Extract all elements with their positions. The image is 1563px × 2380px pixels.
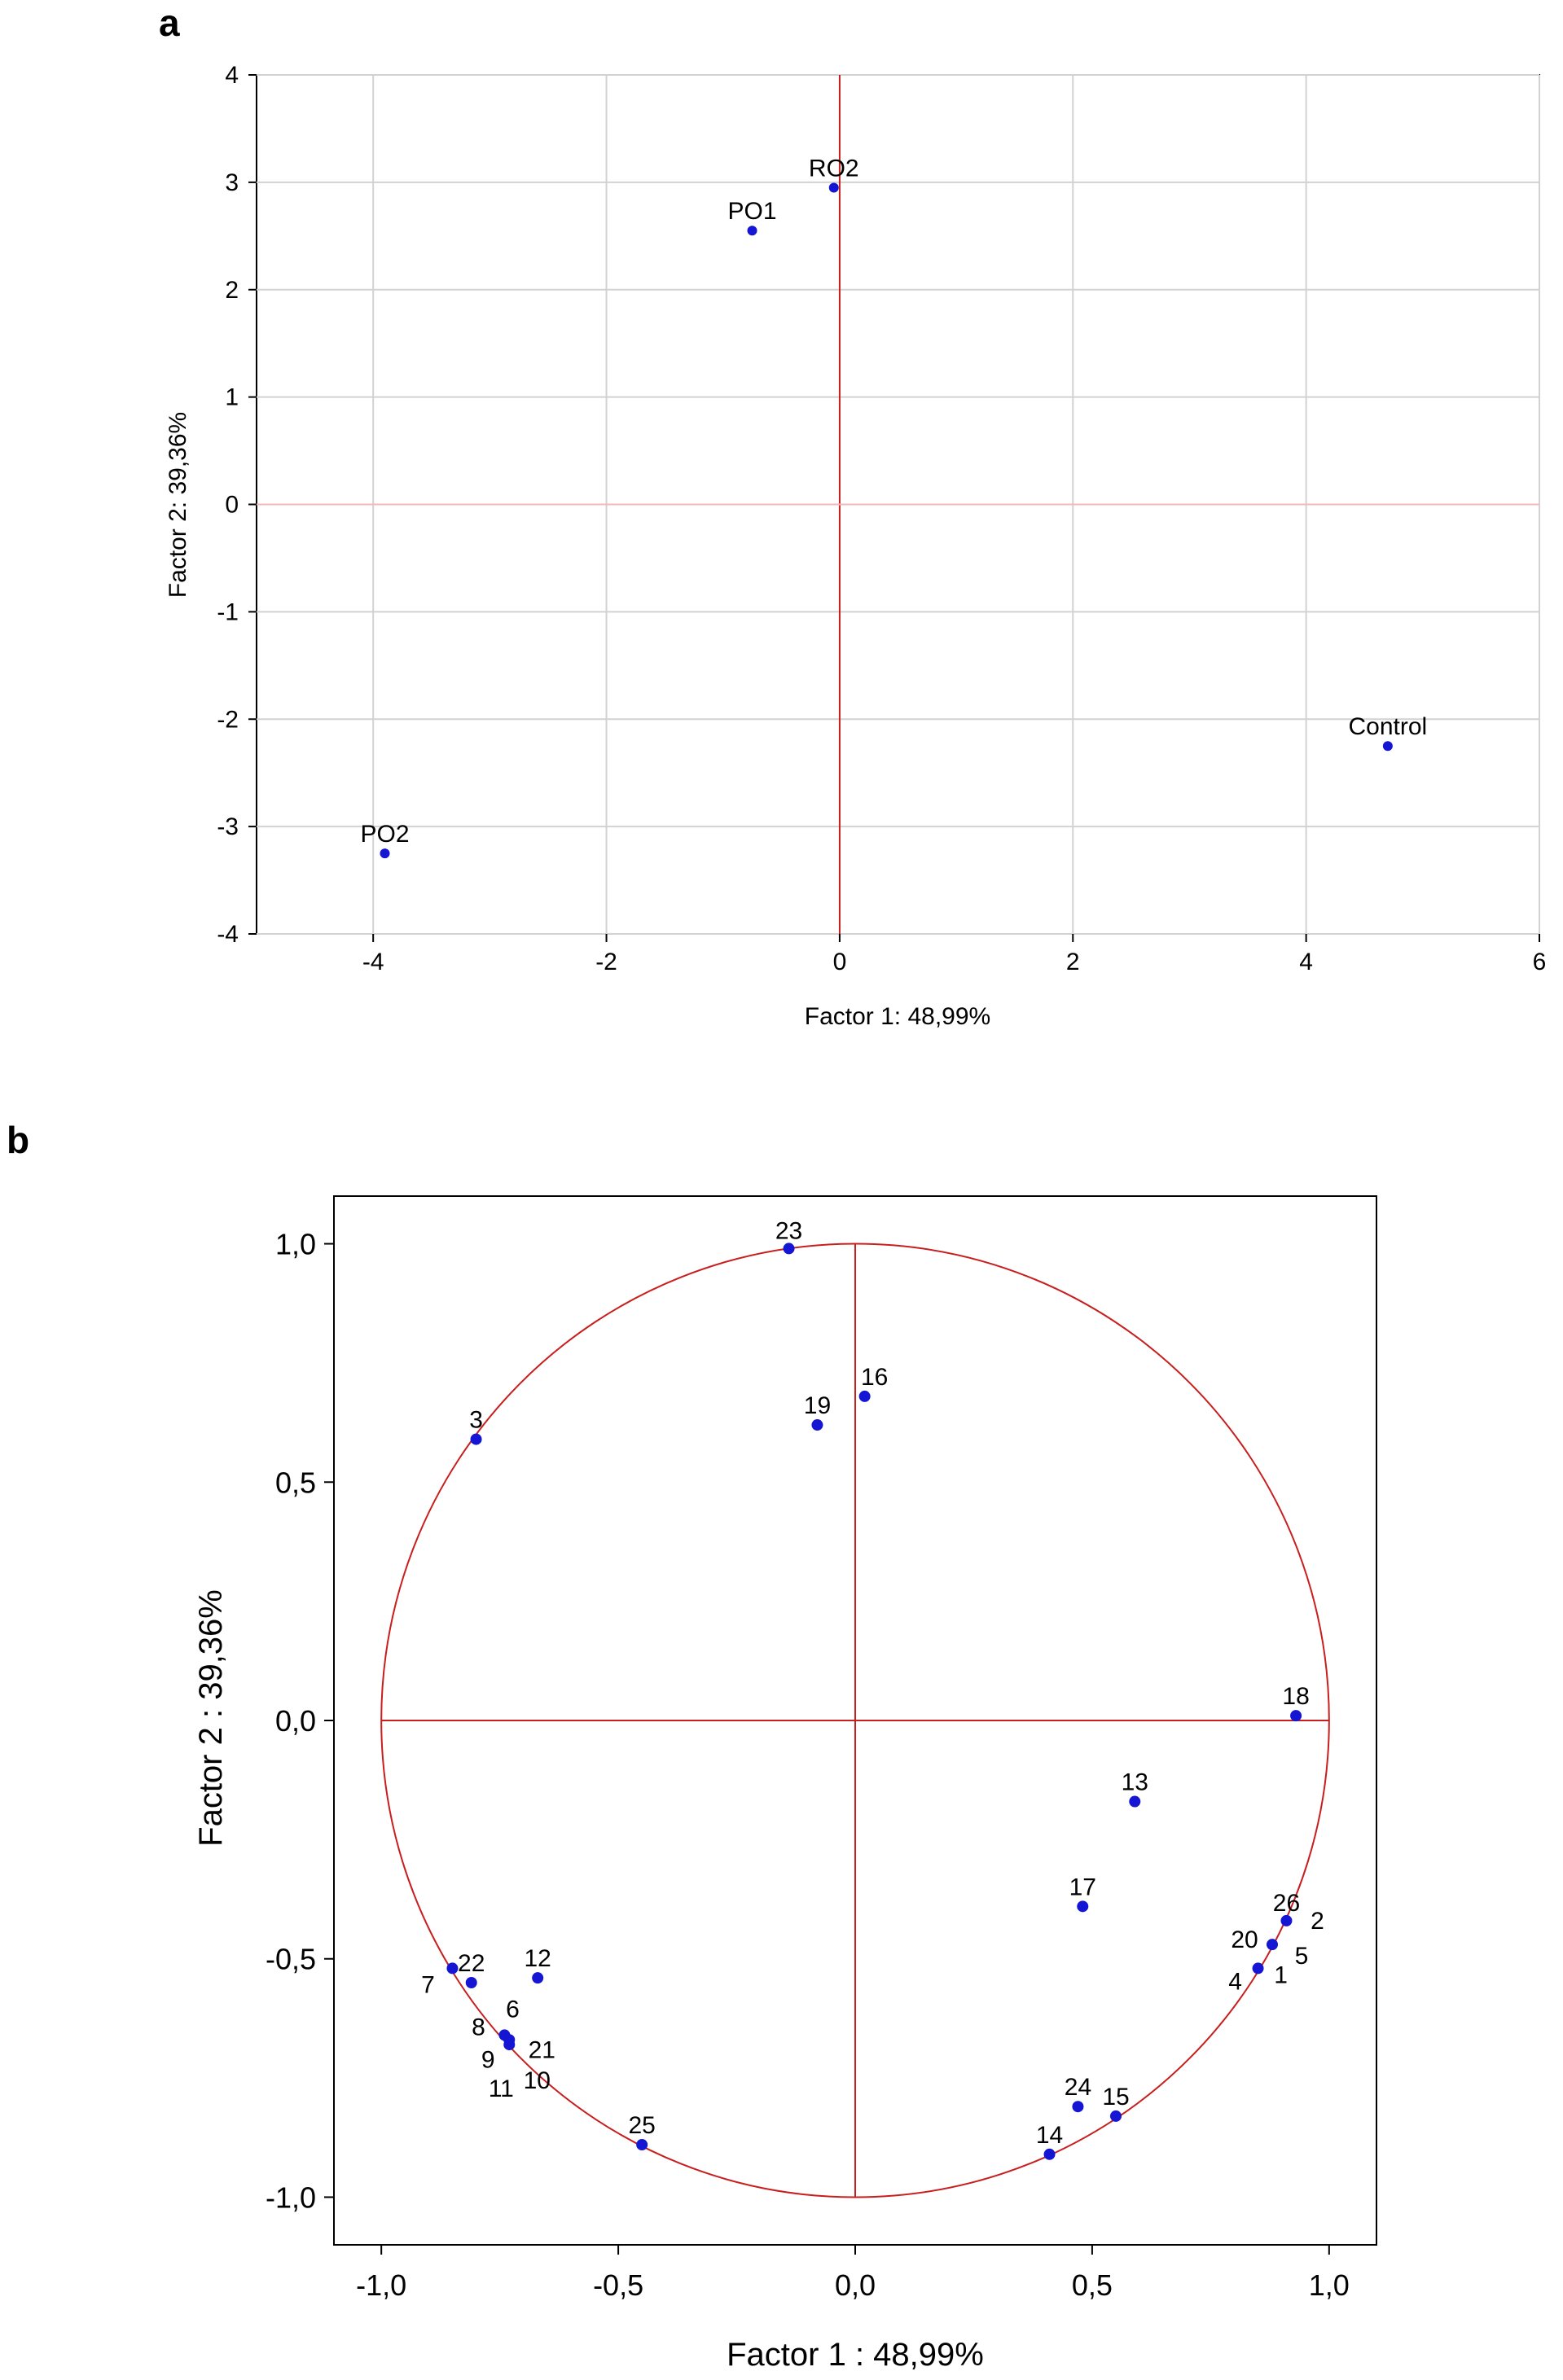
panel-b-letter: b [7, 1119, 29, 1161]
plot-a-ticks: -4 -2 0 2 4 6 -4 -3 -2 -1 0 1 2 3 4 [217, 62, 1546, 975]
plot-a-points: RO2 PO1 Control PO2 [360, 155, 1428, 859]
plot-b-x-tick-label: -1,0 [356, 2268, 406, 2302]
plot-b-point [470, 1433, 482, 1445]
plot-a-point [747, 226, 757, 236]
plot-b-point-label: 26 [1273, 1890, 1300, 1917]
plot-b-point-label: 20 [1231, 1926, 1258, 1953]
plot-a-point-label: Control [1349, 713, 1428, 740]
plot-a-x-tick-label: 4 [1299, 949, 1313, 975]
plot-b-point-label: 3 [469, 1407, 483, 1434]
plot-a-y-axis-title: Factor 2: 39,36% [165, 412, 191, 598]
plot-b-point [446, 1962, 459, 1975]
plot-b-point [1077, 1900, 1089, 1913]
plot-b-y-tick-label: 0,0 [275, 1704, 316, 1738]
plot-a-point [380, 848, 390, 859]
plot-a-point-label: PO2 [360, 821, 409, 848]
plot-b-point-label: 18 [1282, 1683, 1309, 1710]
plot-a-x-tick-label: 0 [833, 949, 847, 975]
plot-b-point [1110, 2110, 1122, 2122]
plot-b-point-label: 5 [1295, 1943, 1309, 1970]
plot-b-point-label: 1 [1274, 1961, 1288, 1988]
plot-a-y-tick-label: -1 [217, 598, 239, 625]
plot-b-point-label: 24 [1065, 2074, 1091, 2101]
plot-b-ticks: -1,0 -0,5 0,0 0,5 1,0 -1,0 -0,5 0,0 0,5 1,0 [266, 1228, 1350, 2302]
plot-b-x-tick-label: 1,0 [1309, 2268, 1350, 2302]
plot-b-point-label: 13 [1122, 1769, 1148, 1796]
plot-a-zero-lines [257, 75, 1539, 934]
plot-b-x-axis-title: Factor 1 : 48,99% [727, 2337, 984, 2373]
plot-b-x-tick-label: 0,0 [835, 2268, 876, 2302]
plot-a-x-tick-label: 6 [1533, 949, 1547, 975]
plot-a-y-tick-label: -2 [217, 706, 239, 733]
plot-a-y-tick-label: 2 [225, 277, 239, 304]
plot-b-point-label: 16 [861, 1364, 888, 1391]
plot-a-y-tick-label: 1 [225, 384, 239, 411]
plot-b-y-tick-label: 0,5 [275, 1466, 316, 1499]
plot-b-point [858, 1390, 871, 1402]
plot-b-y-tick-label: -1,0 [266, 2181, 316, 2214]
plot-a-y-tick-label: -3 [217, 813, 239, 840]
plot-b-point [1290, 1710, 1302, 1722]
plot-b-point-label: 11 [489, 2075, 514, 2102]
plot-b-point-label: 4 [1228, 1968, 1242, 1995]
plot-b-point-label: 2 [1311, 1908, 1324, 1935]
plot-b-point [1129, 1795, 1141, 1808]
plot-b-point-label: 9 [481, 2046, 495, 2073]
plot-a-point [828, 182, 839, 193]
scatter-plot-a: -4 -2 0 2 4 6 -4 -3 -2 -1 0 1 2 3 4 RO2 PO1 Control PO2 F… [165, 62, 1546, 1030]
plot-b-point-label: 19 [804, 1392, 831, 1419]
plot-b-y-tick-label: 1,0 [275, 1228, 316, 1261]
plot-b-point [1252, 1962, 1264, 1975]
plot-b-point-label: 8 [472, 2014, 485, 2040]
plot-a-y-tick-label: 4 [225, 62, 239, 89]
plot-b-point [1267, 1939, 1278, 1951]
plot-b-point-label: 6 [506, 1996, 520, 2023]
plot-b-point [532, 1972, 544, 1984]
plot-b-x-tick-label: 0,5 [1072, 2268, 1113, 2302]
plot-a-point-label: PO1 [728, 198, 777, 225]
plot-a-x-axis-title: Factor 1: 48,99% [805, 1003, 990, 1030]
plot-b-point-label: 17 [1069, 1874, 1096, 1900]
plot-a-grid [257, 74, 1540, 935]
plot-b-point [1072, 2101, 1084, 2113]
plot-b-y-tick-label: -0,5 [266, 1943, 316, 1976]
plot-a-x-tick-label: -4 [362, 949, 384, 975]
plot-b-point-label: 15 [1102, 2084, 1129, 2110]
plot-a-point [1382, 741, 1393, 752]
scatter-plot-b: -1,0 -0,5 0,0 0,5 1,0-1,0-0,50,00,51,0 23161… [193, 1195, 1377, 2373]
plot-b-y-axis-title: Factor 2 : 39,36% [193, 1589, 229, 1847]
plot-b-point [1043, 2148, 1056, 2160]
plot-b-point-label: 25 [628, 2112, 655, 2139]
plot-b-point [636, 2139, 648, 2151]
plot-a-point-label: RO2 [809, 155, 859, 182]
plot-a-y-tick-label: 0 [225, 492, 239, 519]
plot-b-point-label: 12 [524, 1945, 551, 1972]
plot-b-point [811, 1419, 823, 1431]
panel-a-letter: a [159, 2, 180, 44]
plot-a-x-tick-label: 2 [1066, 949, 1080, 975]
plot-b-point-label: 22 [458, 1950, 485, 1977]
plot-b-point-label: 14 [1036, 2122, 1063, 2149]
plot-b-point [1280, 1914, 1293, 1926]
plot-b-point [783, 1243, 795, 1255]
plot-a-y-tick-label: 3 [225, 169, 239, 196]
plot-b-x-tick-label: -0,5 [593, 2268, 643, 2302]
plot-b-point [503, 2039, 516, 2051]
plot-b-point-label: 21 [529, 2036, 555, 2063]
plot-b-point-label: 23 [775, 1217, 802, 1244]
plot-a-y-tick-label: -4 [217, 921, 239, 948]
plot-b-point [465, 1977, 477, 1988]
plot-b-point-label: 10 [524, 2067, 551, 2094]
plot-b-zero-lines [381, 1243, 1329, 2198]
plot-b-point-label: 7 [421, 1971, 435, 1998]
plot-a-x-tick-label: -2 [595, 949, 617, 975]
